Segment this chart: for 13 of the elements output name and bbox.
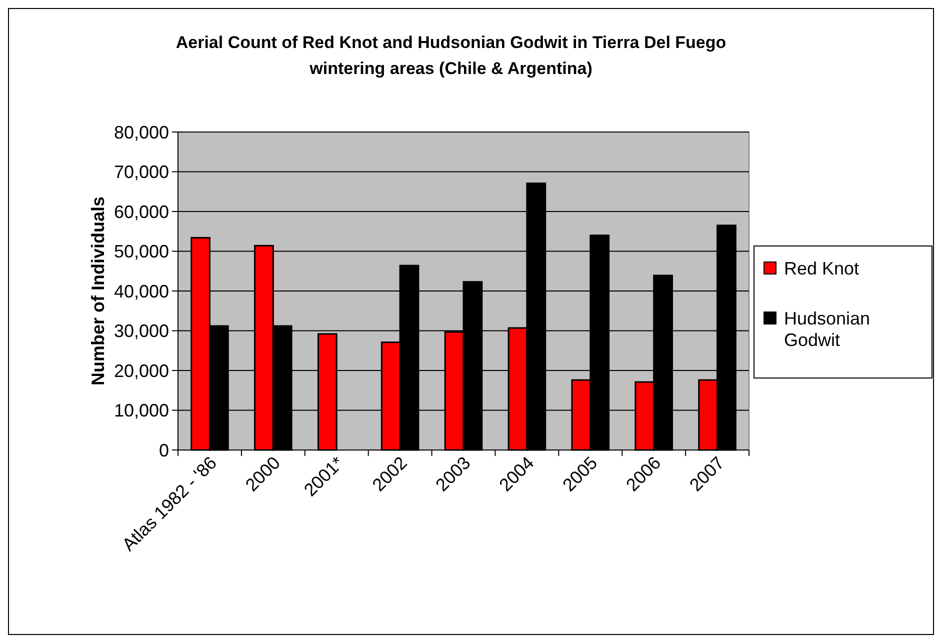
- y-axis-title: Number of Individuals: [88, 196, 108, 386]
- legend-label: Red Knot: [784, 258, 860, 278]
- y-tick-label: 50,000: [114, 242, 169, 262]
- y-tick-label: 10,000: [114, 400, 169, 421]
- y-tick-label: 20,000: [114, 360, 169, 381]
- y-tick-label: 0: [158, 440, 169, 460]
- legend-label: Hudsonian Godwit: [784, 308, 870, 350]
- y-tick-label: 60,000: [114, 202, 169, 222]
- y-tick-label: 40,000: [114, 281, 169, 302]
- chart-title: Aerial Count of Red Knot and Hudsonian Godwit in Tierra Del Fuego wintering areas (Chile & Argentina): [176, 33, 726, 78]
- y-tick-label: 30,000: [114, 321, 169, 342]
- y-tick-label: 70,000: [114, 162, 169, 182]
- y-tick-label: 80,000: [114, 122, 169, 142]
